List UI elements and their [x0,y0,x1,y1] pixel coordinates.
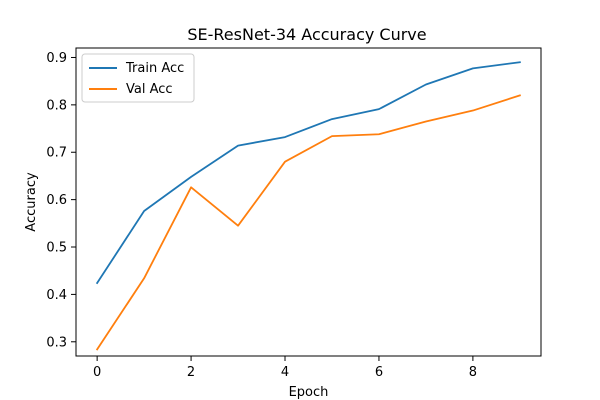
plot-frame [75,47,542,357]
y-tick-label: 0.9 [46,51,67,66]
x-tick-label: 8 [469,365,477,380]
series-line-train-acc [95,61,521,285]
legend: Train Acc Val Acc [81,53,195,103]
y-tick-label: 0.7 [46,146,67,161]
series-layer [95,61,521,351]
x-tick-label: 2 [187,365,195,380]
y-axis-ticks: 0.3 0.4 0.5 0.6 0.7 0.8 0.9 [46,51,76,350]
chart-title: SE-ResNet-34 Accuracy Curve [187,25,426,44]
x-tick-label: 6 [375,365,383,380]
y-tick-label: 0.4 [46,288,67,303]
y-axis-label: Accuracy [24,172,39,232]
x-tick-label: 0 [93,365,101,380]
legend-label-val-acc: Val Acc [126,82,173,97]
legend-label-train-acc: Train Acc [125,61,184,76]
series-line-val-acc [95,94,521,351]
y-tick-label: 0.3 [46,335,67,350]
y-tick-label: 0.8 [46,98,67,113]
y-tick-label: 0.5 [46,241,67,256]
y-tick-label: 0.6 [46,193,67,208]
x-axis-ticks: 0 2 4 6 8 [93,356,477,380]
x-tick-label: 4 [281,365,289,380]
x-axis-label: Epoch [289,385,329,400]
